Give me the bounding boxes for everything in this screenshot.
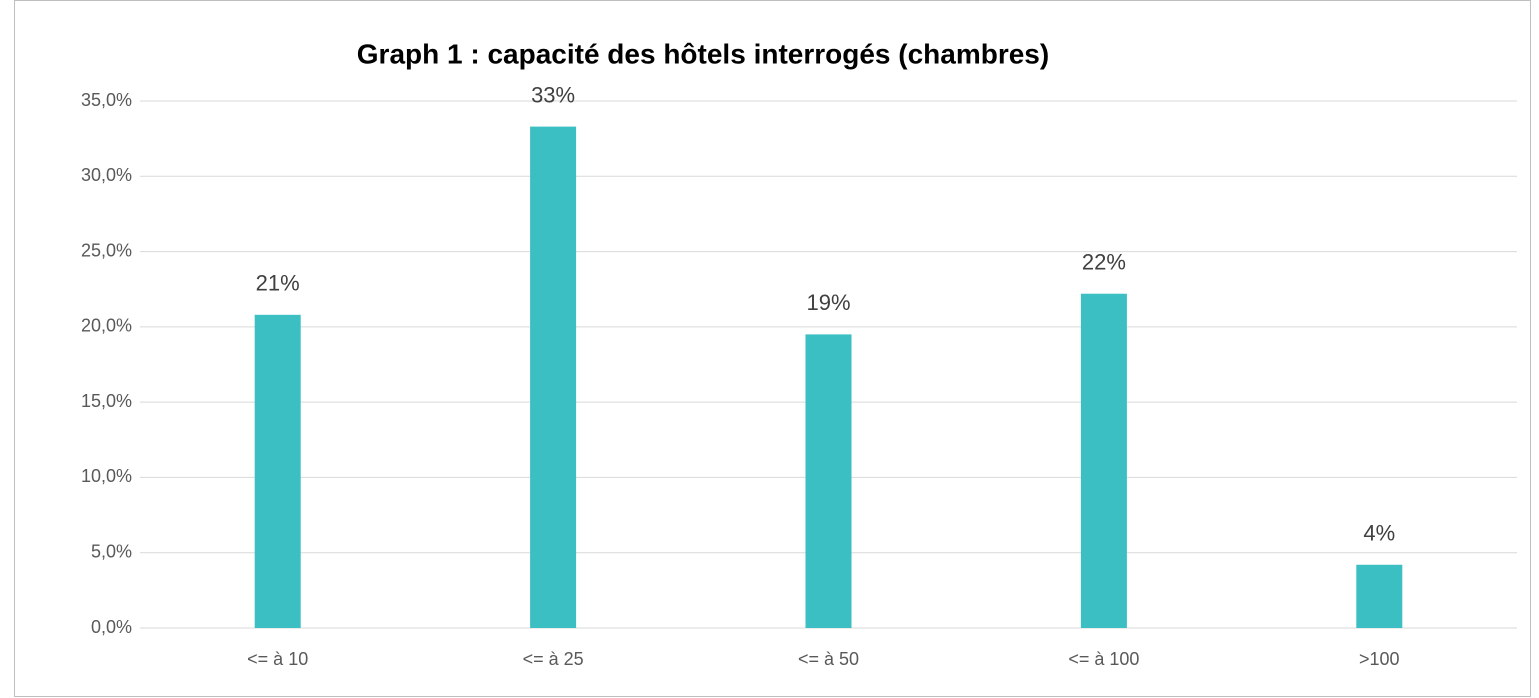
x-tick-label: <= à 10 (247, 649, 308, 669)
y-tick-label: 25,0% (81, 240, 132, 260)
y-tick-label: 35,0% (81, 90, 132, 110)
y-tick-label: 5,0% (91, 541, 132, 561)
bar (1356, 564, 1403, 628)
x-tick-label: >100 (1359, 649, 1400, 669)
data-label: 19% (806, 290, 850, 315)
y-tick-label: 20,0% (81, 316, 132, 336)
bar (805, 334, 852, 628)
y-tick-label: 10,0% (81, 466, 132, 486)
x-tick-label: <= à 25 (523, 649, 584, 669)
bar (254, 314, 301, 628)
x-tick-label: <= à 50 (798, 649, 859, 669)
bar (530, 126, 577, 629)
chart-title: Graph 1 : capacité des hôtels interrogés… (357, 38, 1049, 69)
bar (1080, 293, 1127, 628)
data-label: 33% (531, 82, 575, 107)
data-label: 21% (256, 271, 300, 296)
data-label: 22% (1082, 250, 1126, 275)
y-tick-label: 15,0% (81, 391, 132, 411)
chart-frame (14, 0, 1531, 697)
x-tick-label: <= à 100 (1068, 649, 1139, 669)
data-label: 4% (1363, 521, 1395, 546)
y-tick-label: 0,0% (91, 617, 132, 637)
y-tick-label: 30,0% (81, 165, 132, 185)
